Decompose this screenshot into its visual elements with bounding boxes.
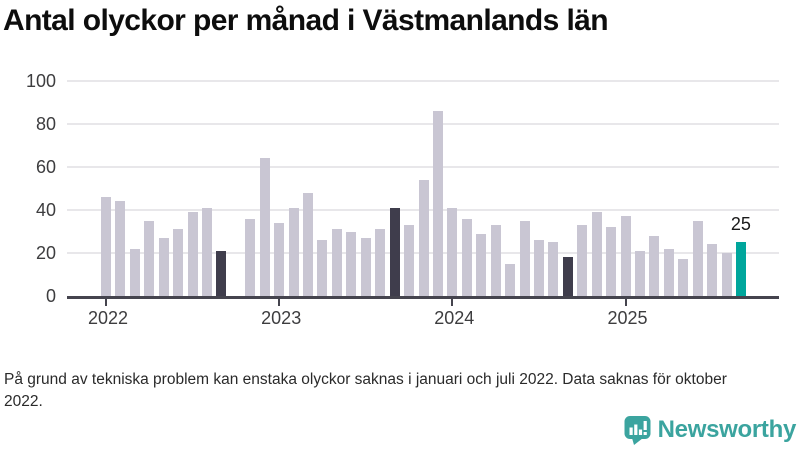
y-tick-label-100: 100 <box>25 71 56 91</box>
bar-2023-01 <box>274 222 285 296</box>
y-tick-label-20: 20 <box>35 243 56 263</box>
bar-2023-07 <box>360 237 371 296</box>
newsworthy-logo-text: Newsworthy <box>657 416 797 443</box>
bar-2024-11 <box>591 212 602 296</box>
bar-2024-05 <box>505 263 515 297</box>
bar-2022-01 <box>101 197 111 296</box>
gridline-100 <box>67 80 779 82</box>
bar-2024-10 <box>577 225 588 297</box>
chart-title: Antal olyckor per månad i Västmanlands l… <box>3 4 609 37</box>
x-tick-2023 <box>278 299 281 306</box>
gridline-80 <box>67 123 779 125</box>
bar-2025-06 <box>692 220 703 297</box>
bar-2023-11 <box>418 179 429 296</box>
bar-2022-09 <box>216 250 227 296</box>
bar-2024-07 <box>533 240 544 296</box>
x-tick-label-2025: 2025 <box>607 308 648 328</box>
bar-chart: 0 20 40 60 80 100 25 2022 2023 2024 2025 <box>25 71 779 328</box>
bar-2024-06 <box>519 220 530 297</box>
bar-2023-05 <box>331 229 342 296</box>
bar-2023-02 <box>288 207 299 296</box>
x-tick-label-2024: 2024 <box>434 308 475 328</box>
bar-2022-11 <box>245 218 256 296</box>
bar-value-label: 25 <box>730 214 751 235</box>
bar-2025-04 <box>663 248 674 296</box>
x-tick-2024 <box>451 299 454 306</box>
bar-2025-03 <box>649 235 660 296</box>
bar-2024-04 <box>490 225 501 297</box>
bar-2025-05 <box>678 259 689 296</box>
footnote: På grund av tekniska problem kan enstaka… <box>4 371 727 410</box>
bar-2025-09 <box>735 242 746 297</box>
bar-2022-02 <box>115 201 126 296</box>
bar-2022-12 <box>259 158 270 296</box>
bar-2022-05 <box>158 237 169 296</box>
bar-2023-12 <box>432 111 443 296</box>
bar-2025-01 <box>620 216 631 296</box>
bar-2024-03 <box>476 233 487 296</box>
y-tick-label-0: 0 <box>45 286 56 306</box>
x-tick-2022 <box>105 299 107 306</box>
x-axis-line <box>67 296 779 299</box>
bar-2024-12 <box>606 227 616 296</box>
bar-2023-09 <box>389 207 400 296</box>
bar-2023-06 <box>346 231 357 296</box>
x-tick-2025 <box>624 299 627 306</box>
x-tick-label-2022: 2022 <box>87 308 129 328</box>
bar-2022-06 <box>173 229 184 296</box>
bar-2024-01 <box>447 207 458 296</box>
bar-2022-03 <box>129 248 140 296</box>
bar-2024-09 <box>562 257 573 296</box>
bar-2025-02 <box>634 250 645 296</box>
newsworthy-logo-icon <box>624 415 651 445</box>
bar-2025-08 <box>721 253 732 296</box>
bar-2023-08 <box>375 229 386 296</box>
y-tick-label-60: 60 <box>35 157 56 177</box>
bar-2023-03 <box>303 192 313 296</box>
gridline-60 <box>67 166 779 168</box>
bar-2023-04 <box>317 240 328 296</box>
x-tick-label-2023: 2023 <box>261 308 302 328</box>
y-tick-label-80: 80 <box>35 114 56 134</box>
bar-2024-02 <box>461 218 472 296</box>
bar-2025-07 <box>707 244 718 296</box>
bar-2022-07 <box>187 212 198 296</box>
bar-2022-04 <box>144 220 155 297</box>
newsworthy-logo[interactable]: Newsworthy <box>624 415 796 445</box>
y-tick-label-40: 40 <box>35 200 56 220</box>
bar-2024-08 <box>548 242 559 297</box>
bar-2022-08 <box>202 207 212 296</box>
bar-2023-10 <box>404 225 414 297</box>
